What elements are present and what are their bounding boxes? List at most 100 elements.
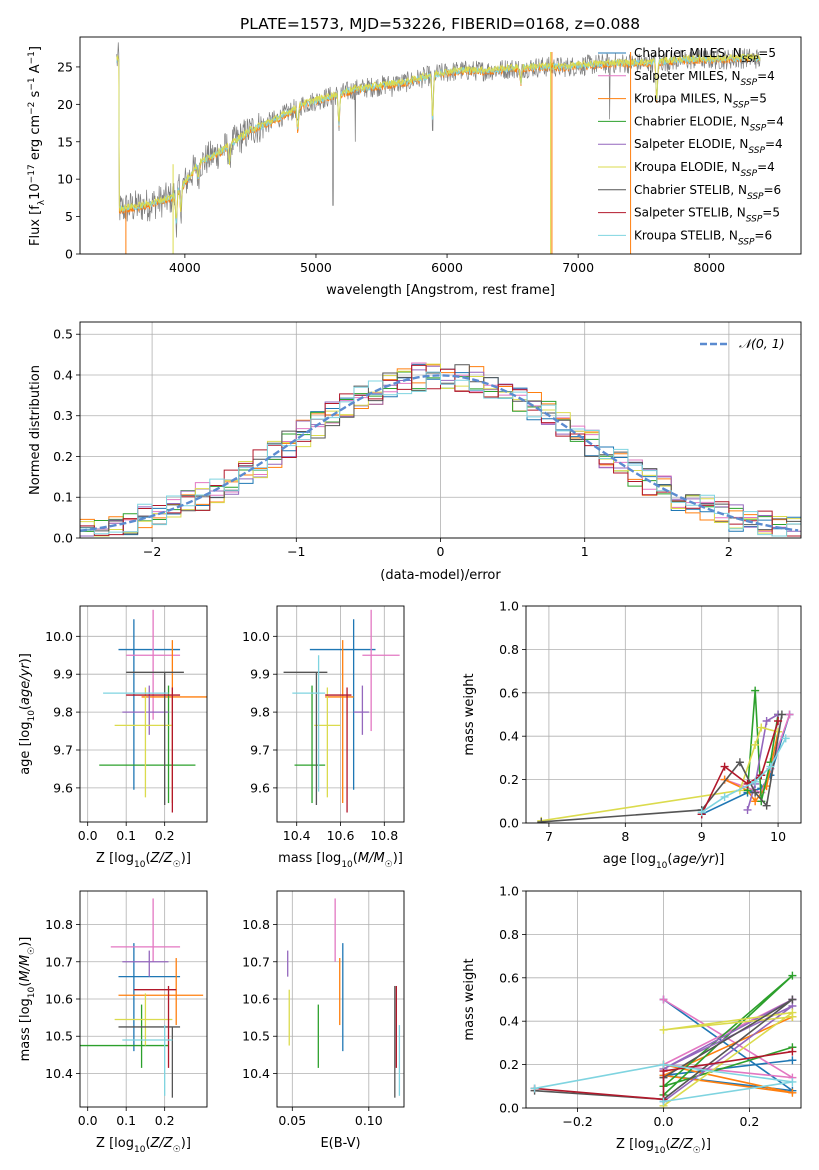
x-tick-label: 5000: [300, 260, 332, 275]
x-axis-label: Z [log10(Z/Z☉)]: [96, 1136, 191, 1155]
y-tick-label: 0.4: [499, 729, 519, 744]
x-tick-label: 0: [437, 544, 445, 559]
weight-marker: [751, 686, 760, 695]
axes-frame: [79, 890, 208, 1108]
error-point: [294, 685, 326, 804]
error-point: [80, 1004, 169, 1068]
weight-series-line: [541, 726, 779, 822]
weight-series-line: [663, 998, 793, 1103]
weight-marker: [720, 792, 729, 801]
weight-marker: [659, 1025, 668, 1034]
error-point: [114, 687, 173, 798]
y-axis-label: age [log10(age/yr)]: [18, 653, 37, 775]
y-tick-label: 10.8: [45, 917, 73, 932]
weight-marker: [659, 995, 668, 1004]
x-axis-label: Z [log10(Z/Z☉)]: [616, 1137, 711, 1156]
error-point: [118, 1026, 181, 1098]
x-tick-label: 10: [770, 829, 786, 844]
weight-marker: [774, 717, 783, 726]
x-tick-label: 0.2: [739, 1114, 759, 1129]
weight-marker: [743, 805, 752, 814]
x-tick-label: 10.6: [327, 828, 355, 843]
x-tick-label: 0.10: [355, 1113, 383, 1128]
weight-marker: [697, 808, 706, 817]
weight-marker: [751, 777, 760, 786]
error-point: [126, 687, 181, 813]
x-tick-label: 0.05: [278, 1113, 306, 1128]
weight-series-line: [746, 713, 779, 811]
y-axis-label: mass [log10(M/M☉)]: [18, 937, 37, 1062]
error-point: [353, 685, 369, 735]
y-tick-label: 0.1: [53, 490, 73, 505]
x-tick-label: −1: [287, 544, 305, 559]
gaussian-curve: [80, 374, 799, 533]
axes-frame: [525, 605, 802, 824]
figure-title: PLATE=1573, MJD=53226, FIBERID=0168, z=0…: [240, 15, 640, 33]
x-tick-label: 1: [581, 544, 589, 559]
y-tick-label: 10.5: [242, 1029, 270, 1044]
error-point: [325, 687, 352, 813]
y-tick-label: 9.6: [53, 780, 73, 795]
x-tick-label: 8: [621, 829, 629, 844]
legend-label: Kroupa ELODIE, NSSP=4: [634, 160, 775, 179]
error-point: [325, 640, 354, 804]
y-tick-label: 0.4: [53, 367, 73, 382]
y-tick-label: 0.6: [499, 685, 519, 700]
weight-marker: [762, 801, 771, 810]
y-tick-label: 10.8: [242, 917, 270, 932]
x-axis-label: mass [log10(M/M☉)]: [278, 851, 403, 870]
legend-label: Kroupa STELIB, NSSP=6: [634, 228, 772, 247]
y-tick-label: 20: [57, 97, 73, 112]
y-tick-label: 0.4: [499, 1014, 519, 1029]
y-tick-label: 10.0: [45, 629, 73, 644]
x-tick-label: 0.1: [116, 828, 136, 843]
y-axis-label: Flux [fλ10−17 erg cm−2 s−1 A−1]: [27, 46, 47, 246]
axes-frame: [79, 321, 802, 539]
axes-frame: [79, 605, 208, 823]
x-axis-label: E(B-V): [320, 1136, 360, 1151]
weight-marker: [735, 758, 744, 767]
x-tick-label: 7000: [562, 260, 594, 275]
weight-marker: [785, 710, 794, 719]
weight-series-line: [534, 1063, 793, 1103]
y-tick-label: 1.0: [499, 884, 519, 899]
error-point: [99, 685, 196, 804]
y-tick-label: 0.2: [499, 772, 519, 787]
weight-marker: [788, 1056, 797, 1065]
y-axis-label: mass weight: [462, 673, 477, 755]
y-tick-label: 9.7: [250, 743, 270, 758]
error-point: [122, 950, 169, 977]
error-point: [133, 985, 177, 1068]
x-tick-label: −2: [143, 544, 161, 559]
y-axis-label: mass weight: [462, 958, 477, 1040]
y-tick-label: 10: [57, 172, 73, 187]
x-tick-label: 0.2: [155, 828, 175, 843]
weight-marker: [530, 1084, 539, 1093]
x-tick-label: 7: [545, 829, 553, 844]
x-tick-label: 0.2: [155, 1113, 175, 1128]
x-tick-label: 9: [698, 829, 706, 844]
error-point: [362, 609, 400, 732]
y-tick-label: 0.6: [499, 970, 519, 985]
y-tick-label: 10.4: [45, 1066, 73, 1081]
y-tick-label: 10.5: [45, 1029, 73, 1044]
error-point: [122, 1025, 173, 1096]
y-tick-label: 9.6: [250, 780, 270, 795]
weight-series-line: [534, 998, 793, 1101]
error-point: [114, 993, 173, 1046]
error-point: [283, 671, 328, 805]
axes-frame: [276, 890, 405, 1108]
weight-marker: [537, 817, 546, 823]
weight-marker: [751, 740, 760, 749]
y-tick-label: 10.7: [45, 954, 73, 969]
legend-label: Chabrier MILES, NSSP=5: [634, 46, 776, 65]
y-tick-label: 10.0: [242, 629, 270, 644]
weight-series-line: [663, 998, 793, 1092]
weight-marker: [788, 1077, 797, 1086]
weight-marker: [720, 762, 729, 771]
error-point: [126, 609, 181, 720]
y-tick-label: 9.8: [250, 705, 270, 720]
y-tick-label: 9.8: [53, 705, 73, 720]
y-tick-label: 0.5: [53, 327, 73, 342]
